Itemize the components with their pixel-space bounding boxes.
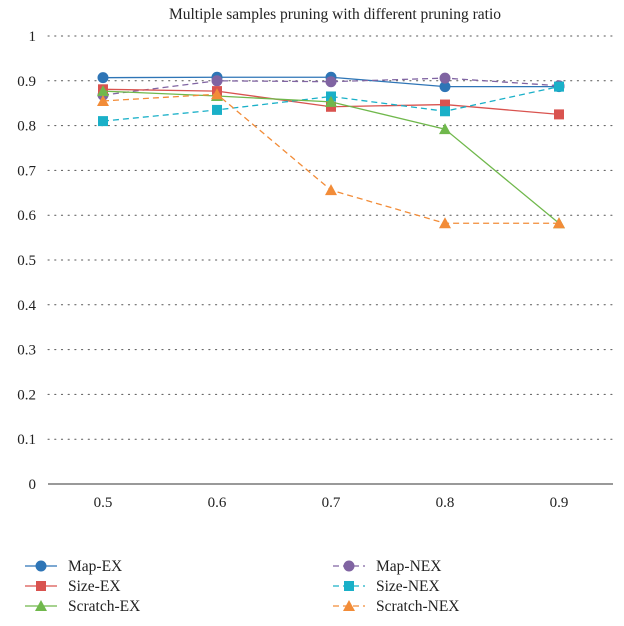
y-tick-label: 0.4 (17, 298, 36, 314)
data-point-map-nex (439, 72, 451, 84)
data-point-map-ex (97, 72, 109, 84)
data-point-map-nex (325, 76, 337, 88)
legend-marker (344, 581, 354, 591)
data-point-size-ex (440, 99, 450, 110)
y-tick-label: 0.8 (17, 119, 36, 135)
legend-item-scratch-nex: Scratch-NEX (333, 598, 460, 615)
x-axis-ticks: 0.5 0.6 0.7 0.8 0.9 (94, 495, 569, 511)
series-group (97, 71, 565, 229)
series-scratch-nex (97, 88, 565, 229)
y-axis-ticks: 0 0.1 0.2 0.3 0.4 0.5 0.6 0.7 0.8 0.9 1 (17, 29, 36, 493)
series-scratch-ex (97, 85, 565, 229)
data-point-size-nex (554, 81, 564, 92)
y-tick-label: 0.5 (17, 253, 36, 269)
series-line-map-nex (102, 77, 560, 96)
y-tick-label: 0.3 (17, 343, 36, 359)
legend-marker (35, 560, 47, 572)
legend-label: Map-NEX (376, 558, 441, 575)
y-tick-label: 0.6 (17, 208, 36, 224)
data-point-size-nex (98, 116, 108, 127)
x-tick-label: 0.8 (436, 495, 455, 511)
y-tick-label: 0 (29, 477, 37, 493)
x-tick-label: 0.5 (94, 495, 113, 511)
legend-marker (35, 600, 47, 611)
data-point-scratch-ex (439, 123, 451, 135)
data-point-scratch-ex (325, 95, 337, 107)
data-point-size-ex (554, 109, 564, 120)
y-tick-label: 0.9 (17, 74, 36, 90)
legend-label: Size-NEX (376, 578, 440, 595)
gridlines (47, 35, 614, 440)
y-tick-label: 1 (29, 29, 37, 45)
chart-title: Multiple samples pruning with different … (169, 6, 501, 23)
legend-label: Map-EX (68, 558, 122, 575)
legend-label: Size-EX (68, 578, 121, 595)
data-point-scratch-ex (97, 85, 109, 97)
legend-item-size-ex: Size-EX (25, 578, 121, 595)
data-point-scratch-nex (325, 184, 337, 196)
y-tick-label: 0.2 (17, 387, 36, 403)
data-point-scratch-nex (553, 217, 565, 229)
legend-item-scratch-ex: Scratch-EX (25, 598, 140, 615)
x-tick-label: 0.9 (550, 495, 569, 511)
data-point-size-nex (212, 104, 222, 115)
legend-marker (36, 581, 46, 591)
legend-item-map-nex: Map-NEX (333, 558, 441, 575)
legend-item-size-nex: Size-NEX (333, 578, 440, 595)
x-tick-label: 0.7 (322, 495, 341, 511)
legend: Map-EX Map-NEX Size-EX Size-NEX Scratch-EX Sc… (25, 558, 460, 615)
data-point-scratch-nex (97, 94, 109, 106)
y-tick-label: 0.7 (17, 163, 36, 179)
data-point-scratch-nex (439, 217, 451, 229)
series-line-scratch-nex (102, 93, 559, 224)
legend-item-map-ex: Map-EX (25, 558, 122, 575)
legend-label: Scratch-EX (68, 598, 140, 615)
data-point-scratch-nex (211, 88, 223, 100)
legend-marker (343, 600, 355, 611)
x-tick-label: 0.6 (208, 495, 227, 511)
legend-label: Scratch-NEX (376, 598, 460, 615)
data-point-size-nex (440, 106, 450, 117)
legend-marker (343, 560, 355, 572)
data-point-map-nex (211, 75, 223, 87)
series-line-size-nex (102, 85, 560, 122)
y-tick-label: 0.1 (17, 432, 36, 448)
